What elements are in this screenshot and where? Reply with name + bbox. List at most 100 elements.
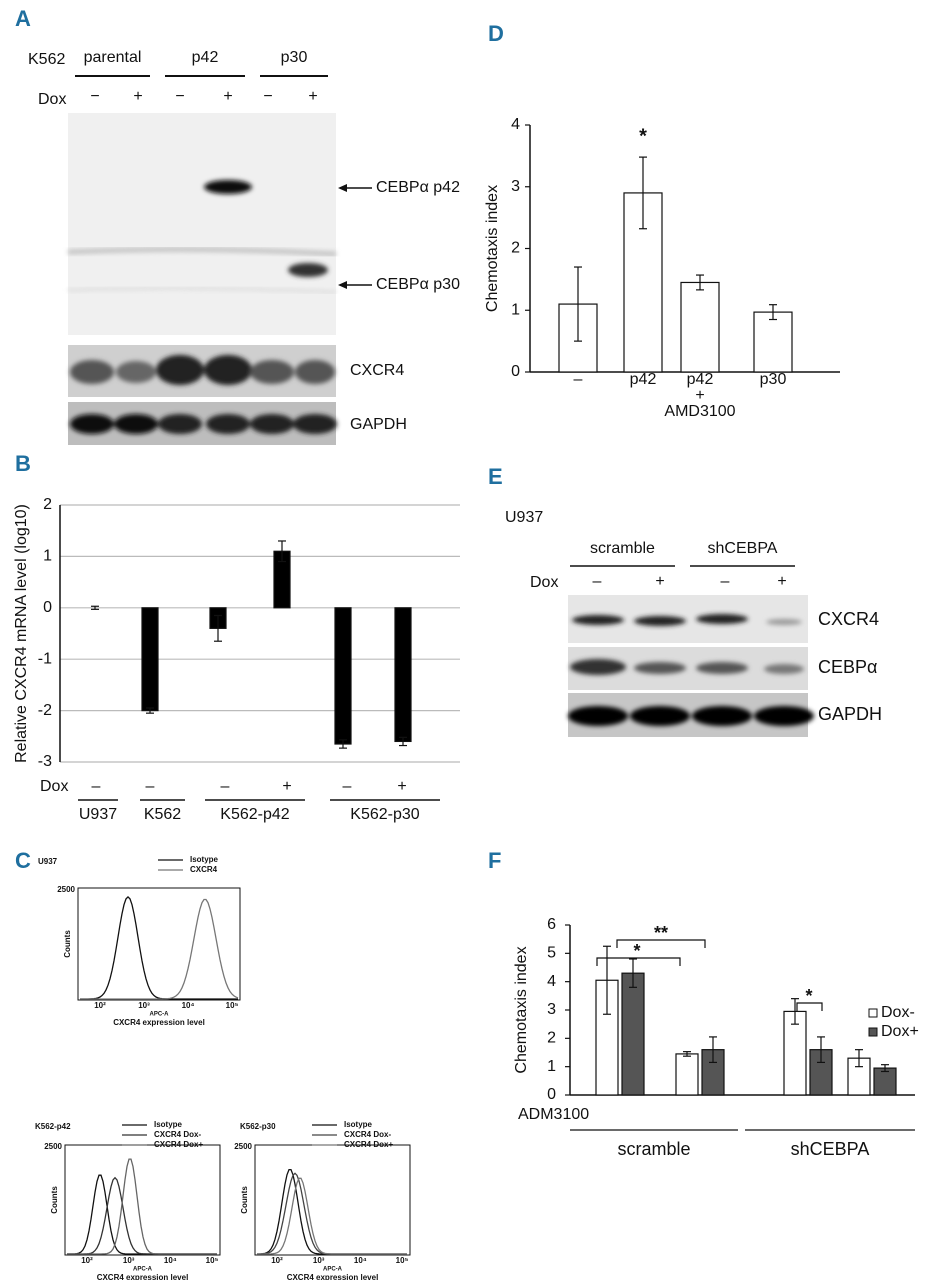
significance: * [633,941,640,961]
group-label: shCEBPA [791,1139,870,1159]
histogram-curve [67,1158,217,1255]
histogram-curve [257,1172,407,1255]
dox-sign: + [777,573,786,590]
y-tick-label: 1 [43,548,52,565]
dox-sign: – [593,573,602,590]
bar [873,1067,897,1096]
legend-text: CXCR4 [190,865,218,874]
blot-bands [70,355,335,385]
x-tick-label: 10³ [313,1256,325,1265]
legend-text: Isotype [154,1120,183,1129]
panel-label: E [488,464,503,489]
bar [621,972,645,1096]
dox-sign: – [721,573,730,590]
band-label: CEBPα p42 [376,179,460,196]
dox-sign: − [263,88,272,105]
legend-text: CXCR4 Dox- [344,1130,391,1139]
blot-band [67,246,337,257]
x-tick-label: 10² [81,1256,93,1265]
y-tick-label: 6 [547,916,556,933]
y-tick-label: 1 [547,1058,556,1075]
x-tick-label: p30 [760,371,787,388]
group-label: U937 [79,806,117,823]
arrow-head [338,281,347,289]
y-label: Counts [50,1186,59,1214]
x-tick-label: 10⁴ [354,1256,367,1265]
x-tick-label: – [574,371,583,388]
dox-sign: − [90,88,99,105]
significance: * [639,125,647,147]
cell-line: U937 [505,509,543,526]
x-label: CXCR4 expression level [113,1018,205,1027]
y-tick-label: -3 [38,753,52,770]
legend-text: Isotype [190,855,219,864]
blot-background [68,113,336,335]
x-tick-label: 10² [271,1256,283,1265]
dox-sign: + [133,88,142,105]
significance: * [805,986,812,1006]
group-label: K562 [144,806,181,823]
x-tick-label: 10⁵ [206,1256,219,1265]
histogram-curve [80,895,238,1000]
bar [675,1053,699,1096]
legend-text: CXCR4 Dox+ [344,1140,393,1149]
y-tick-label: 4 [511,116,520,133]
legend-text: CXCR4 Dox+ [154,1140,203,1149]
panel-label: D [488,21,504,46]
dox-sign: + [397,778,406,795]
y-axis-label: Relative CXCR4 mRNA level (log10) [13,504,30,763]
x-tick-label: 10⁴ [164,1256,177,1265]
x-tick-label: 10² [94,1001,106,1010]
dox-sign: – [92,778,101,795]
dox-label: Dox [38,91,66,108]
group-label: p42 [192,49,219,66]
histogram-curve [257,1177,407,1255]
panel-label: C [15,848,31,873]
x-tick-label: 10⁵ [396,1256,409,1265]
plot-title: K562-p42 [35,1122,71,1131]
y-tick-label: 0 [43,599,52,616]
x-label: CXCR4 expression level [97,1273,189,1280]
legend-swatch [868,1027,878,1037]
row-label: CXCR4 [818,609,879,629]
bar [753,311,793,373]
x-tick-label: 10⁴ [182,1001,195,1010]
arrow-head [338,184,347,192]
bar [680,281,720,373]
group-label: p30 [281,49,308,66]
x-tick-label: 10⁵ [226,1001,239,1010]
histogram-curve [257,1168,407,1255]
legend-swatch [868,1008,878,1018]
blot-bands [568,706,814,726]
y-label: Counts [240,1186,249,1214]
row-label: GAPDH [818,704,882,724]
cell-line: K562 [28,51,65,68]
y-tick-label: 2 [547,1030,556,1047]
x-tick-label: 10³ [138,1001,150,1010]
panel-label: F [488,848,501,873]
significance: ** [654,923,668,943]
x-axis-name: APC-A [150,1012,170,1018]
dox-sign: − [175,88,184,105]
histogram-curve [67,1176,217,1255]
y-tick-label: 3 [547,1001,556,1018]
row-label: GAPDH [350,416,407,433]
significance-bracket [616,939,706,948]
blot-band [204,180,252,194]
legend-text: Dox- [881,1004,915,1021]
plot-frame [64,1144,221,1256]
y-tick-label: 2 [511,240,520,257]
panel-label: B [15,451,31,476]
row-label: ADM3100 [518,1106,589,1123]
y-axis-label: Chemotaxis index [513,946,530,1073]
histogram-curve [67,1174,217,1255]
group-label: scramble [590,540,655,557]
significance-bracket [596,957,681,966]
x-tick-label: p42 [630,371,657,388]
y-max: 2500 [234,1142,252,1151]
group-label: K562-p30 [350,806,419,823]
bar [334,607,352,745]
blot-band [288,263,328,277]
panel-label: A [15,6,31,31]
group-label: scramble [617,1139,690,1159]
